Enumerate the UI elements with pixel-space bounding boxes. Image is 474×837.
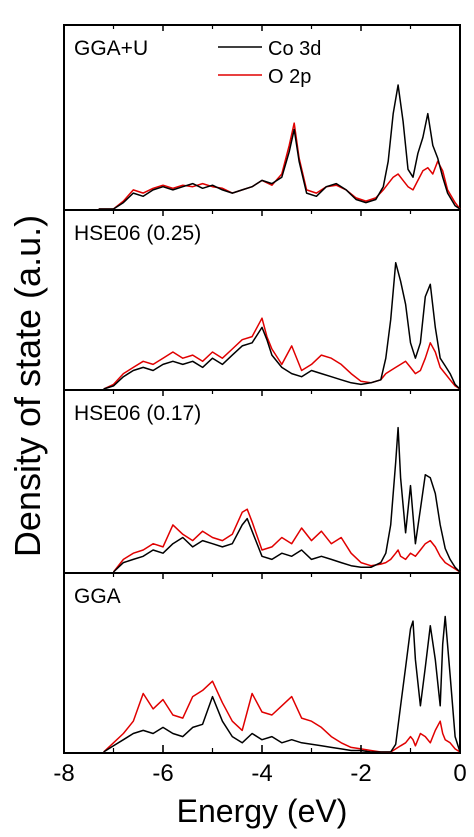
panel-label: HSE06 (0.25)	[74, 222, 201, 245]
x-tick-label: -2	[350, 760, 371, 787]
x-tick-label: -4	[251, 760, 272, 787]
series-co-3d	[103, 615, 461, 753]
x-axis-label: Energy (eV)	[177, 793, 348, 829]
panel-4: GGA	[63, 572, 461, 754]
x-tick-label: -8	[53, 760, 74, 787]
series-co-3d	[103, 261, 461, 390]
series-o-2p	[98, 122, 461, 210]
series-o-2p	[103, 317, 461, 390]
panel-label: HSE06 (0.17)	[74, 402, 201, 425]
y-axis-label: Density of state (a.u.)	[7, 215, 48, 557]
panel-3: HSE06 (0.17)	[63, 389, 461, 574]
panel-label: GGA+U	[74, 37, 148, 60]
x-tick-label: -6	[152, 760, 173, 787]
x-tick-label: 0	[453, 760, 466, 787]
panel-2: HSE06 (0.25)	[63, 209, 461, 391]
panel-label: GGA	[74, 585, 121, 608]
panel-1: GGA+U	[63, 24, 461, 211]
legend-label-co-3d: Co 3d	[268, 38, 321, 60]
x-axis: -8 -6 -4 -2 0	[53, 745, 467, 787]
series-o-2p	[103, 680, 461, 753]
series-o-2p	[112, 508, 461, 573]
series-co-3d	[112, 426, 461, 573]
panels-group: GGA+U HSE06 (0.25) HSE06 (0.17) GGA	[63, 24, 461, 754]
legend: Co 3d O 2p	[218, 38, 321, 88]
series-co-3d	[98, 84, 461, 210]
legend-label-o-2p: O 2p	[268, 66, 311, 88]
panel-frame-4	[63, 572, 461, 754]
